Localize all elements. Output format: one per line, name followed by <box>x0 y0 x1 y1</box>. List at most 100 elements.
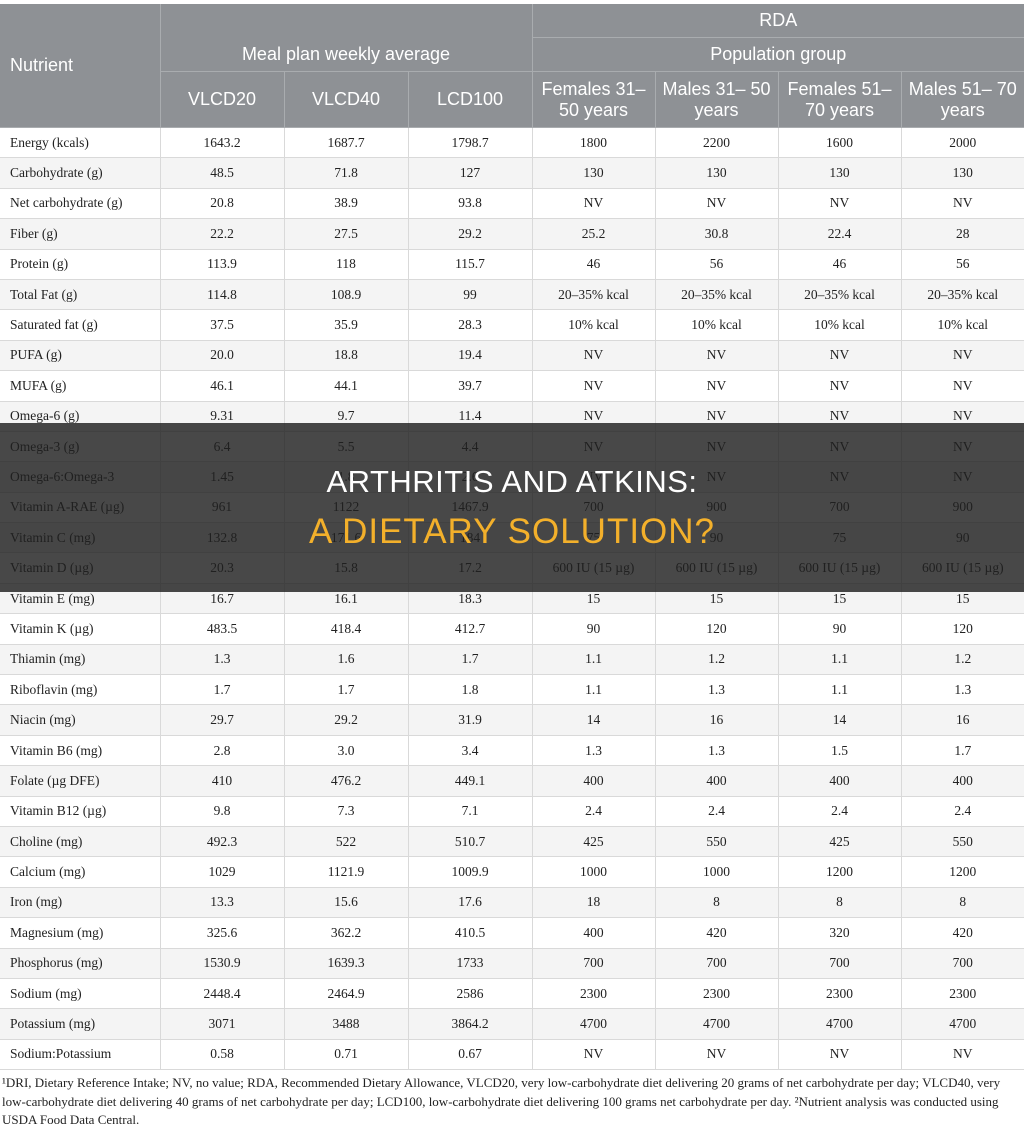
nutrient-name-cell: Net carbohydrate (g) <box>0 188 160 220</box>
value-cell: 410.5 <box>407 917 532 949</box>
nutrient-name-cell: Sodium (mg) <box>0 978 160 1010</box>
value-cell: 0.71 <box>283 1039 408 1071</box>
table-body: Energy (kcals) 1643.2 1687.7 1798.7 1800 2200… <box>0 127 1024 1071</box>
value-cell: 4700 <box>654 1008 778 1040</box>
table-row: Iron (mg) 13.3 15.6 17.6 18 8 8 8 <box>0 887 1024 919</box>
nutrient-name-cell: Choline (mg) <box>0 826 160 858</box>
table-row: Energy (kcals) 1643.2 1687.7 1798.7 1800 2200… <box>0 127 1024 159</box>
value-cell: 1.2 <box>900 644 1024 676</box>
value-cell: 46 <box>531 249 655 280</box>
value-cell: 1798.7 <box>407 127 532 159</box>
value-cell: 550 <box>654 826 778 858</box>
value-cell: 71.8 <box>283 157 408 189</box>
value-cell: NV <box>900 340 1024 372</box>
value-cell: 90 <box>777 613 901 645</box>
value-cell: 20–35% kcal <box>531 279 655 311</box>
value-cell: 400 <box>777 765 901 797</box>
value-cell: 2300 <box>777 978 901 1010</box>
table-row: Magnesium (mg) 325.6 362.2 410.5 400 420 320 42… <box>0 917 1024 949</box>
value-cell: 1.3 <box>654 674 778 706</box>
nutrient-name-cell: Vitamin B12 (µg) <box>0 796 160 827</box>
value-cell: 56 <box>900 249 1024 280</box>
value-cell: 400 <box>900 765 1024 797</box>
value-cell: NV <box>777 188 901 220</box>
value-cell: 1643.2 <box>159 127 284 159</box>
value-cell: 1.6 <box>283 644 408 676</box>
table-row: PUFA (g) 20.0 18.8 19.4 NV NV NV NV <box>0 340 1024 372</box>
value-cell: 1.7 <box>159 674 284 706</box>
value-cell: 2300 <box>900 978 1024 1010</box>
value-cell: 1000 <box>531 856 655 888</box>
value-cell: 1639.3 <box>283 948 408 979</box>
nutrient-name-cell: PUFA (g) <box>0 340 160 372</box>
value-cell: 20–35% kcal <box>900 279 1024 311</box>
value-cell: 10% kcal <box>531 309 655 341</box>
column-header-lcd100: LCD100 <box>407 71 532 128</box>
value-cell: 1029 <box>159 856 284 888</box>
value-cell: NV <box>531 1039 655 1071</box>
value-cell: 8 <box>654 887 778 919</box>
value-cell: 39.7 <box>407 370 532 402</box>
value-cell: 410 <box>159 765 284 797</box>
value-cell: NV <box>531 340 655 372</box>
value-cell: 1.8 <box>407 674 532 706</box>
value-cell: 16 <box>900 704 1024 736</box>
nutrient-name-cell: Vitamin K (µg) <box>0 613 160 645</box>
value-cell: 492.3 <box>159 826 284 858</box>
table-row: Vitamin B6 (mg) 2.8 3.0 3.4 1.3 1.3 1.5 1.7 <box>0 735 1024 767</box>
value-cell: 56 <box>654 249 778 280</box>
value-cell: 2586 <box>407 978 532 1010</box>
value-cell: 3071 <box>159 1008 284 1040</box>
column-header-males-51-70: Males 51– 70 years <box>900 71 1024 128</box>
value-cell: 93.8 <box>407 188 532 220</box>
value-cell: 38.9 <box>283 188 408 220</box>
value-cell: 2.4 <box>900 796 1024 827</box>
value-cell: 115.7 <box>407 249 532 280</box>
value-cell: 90 <box>531 613 655 645</box>
value-cell: 362.2 <box>283 917 408 949</box>
value-cell: 20.8 <box>159 188 284 220</box>
meal-plan-header: Meal plan weekly average <box>159 37 532 72</box>
value-cell: 22.4 <box>777 218 901 250</box>
table-row: Niacin (mg) 29.7 29.2 31.9 14 16 14 16 <box>0 704 1024 736</box>
table-row: Phosphorus (mg) 1530.9 1639.3 1733 700 700 700… <box>0 948 1024 979</box>
value-cell: NV <box>531 370 655 402</box>
value-cell: 2.4 <box>777 796 901 827</box>
value-cell: 425 <box>777 826 901 858</box>
value-cell: 25.2 <box>531 218 655 250</box>
value-cell: 1200 <box>777 856 901 888</box>
value-cell: 29.2 <box>407 218 532 250</box>
value-cell: 1733 <box>407 948 532 979</box>
nutrient-table-container: Nutrient RDA Meal plan weekly average Po… <box>0 4 1024 1071</box>
value-cell: 1.1 <box>531 674 655 706</box>
value-cell: 20.0 <box>159 340 284 372</box>
value-cell: 31.9 <box>407 704 532 736</box>
nutrient-name-cell: Protein (g) <box>0 249 160 280</box>
nutrient-name-cell: Fiber (g) <box>0 218 160 250</box>
value-cell: 46 <box>777 249 901 280</box>
nutrient-name-cell: Riboflavin (mg) <box>0 674 160 706</box>
value-cell: 20–35% kcal <box>654 279 778 311</box>
nutrient-name-cell: MUFA (g) <box>0 370 160 402</box>
value-cell: 15 <box>900 583 1024 615</box>
nutrient-name-cell: Iron (mg) <box>0 887 160 919</box>
value-cell: 2464.9 <box>283 978 408 1010</box>
banner-title-line2: A DIETARY SOLUTION? <box>308 511 716 551</box>
value-cell: 44.1 <box>283 370 408 402</box>
value-cell: 3864.2 <box>407 1008 532 1040</box>
nutrient-name-cell: Thiamin (mg) <box>0 644 160 676</box>
value-cell: 10% kcal <box>654 309 778 341</box>
value-cell: 1600 <box>777 127 901 159</box>
value-cell: 120 <box>900 613 1024 645</box>
population-group-header: Population group <box>531 37 1024 72</box>
value-cell: 127 <box>407 157 532 189</box>
value-cell: 108.9 <box>283 279 408 311</box>
value-cell: 2300 <box>654 978 778 1010</box>
value-cell: 2.4 <box>531 796 655 827</box>
value-cell: 325.6 <box>159 917 284 949</box>
value-cell: NV <box>900 1039 1024 1071</box>
value-cell: 4700 <box>531 1008 655 1040</box>
value-cell: 28 <box>900 218 1024 250</box>
value-cell: 20–35% kcal <box>777 279 901 311</box>
value-cell: 48.5 <box>159 157 284 189</box>
